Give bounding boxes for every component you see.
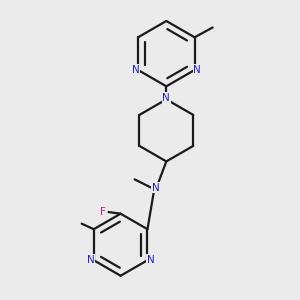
Text: N: N xyxy=(163,93,170,103)
Text: N: N xyxy=(152,183,160,193)
Text: N: N xyxy=(147,255,154,265)
Text: F: F xyxy=(100,207,106,217)
Text: N: N xyxy=(194,65,201,75)
Text: N: N xyxy=(87,255,94,265)
Text: N: N xyxy=(132,65,139,75)
